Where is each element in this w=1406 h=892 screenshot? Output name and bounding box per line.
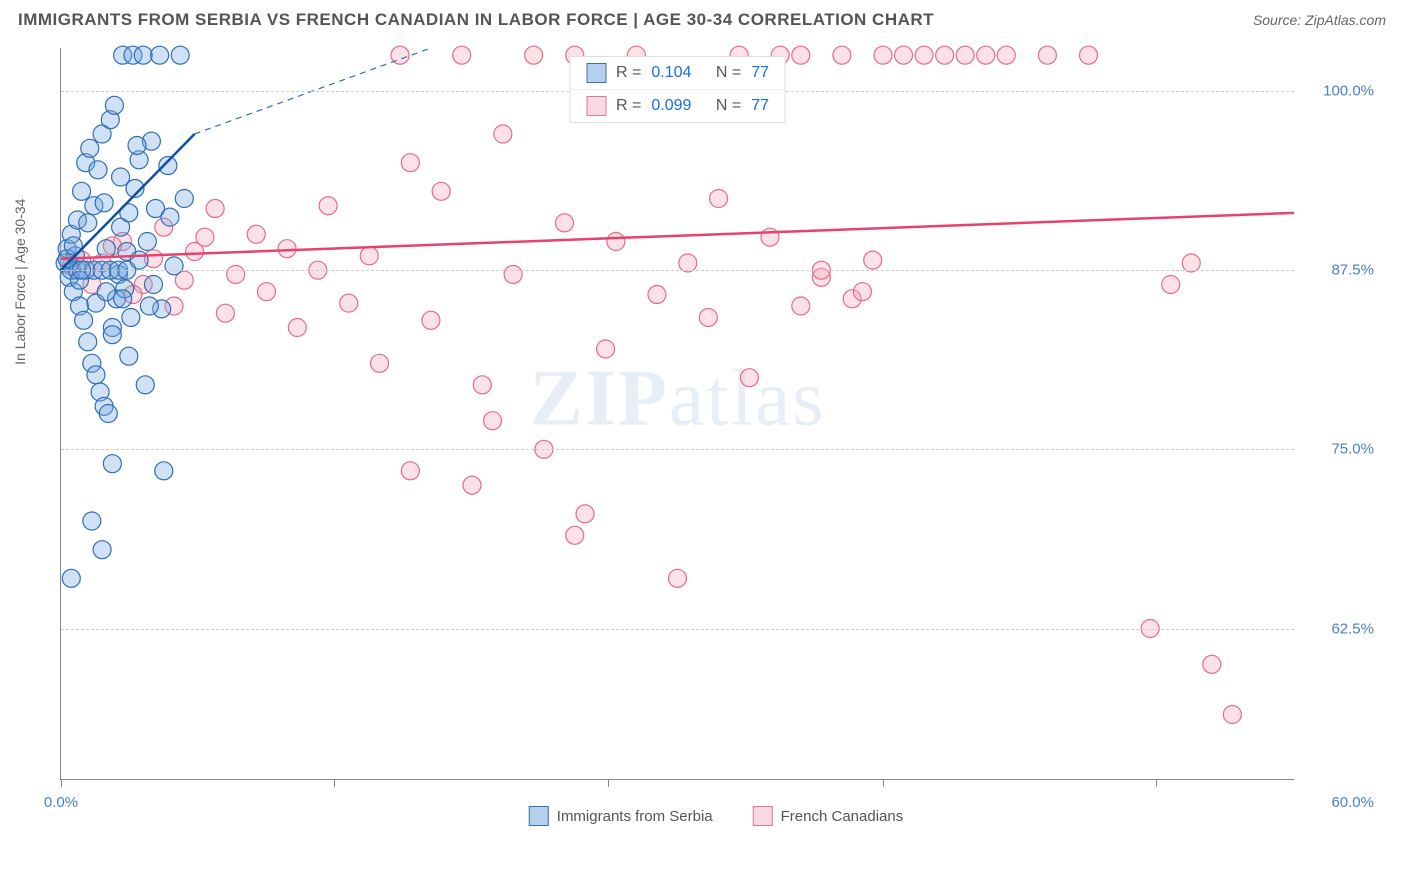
y-axis-label: In Labor Force | Age 30-34 [12, 199, 28, 365]
gridline [61, 270, 1294, 271]
gridline [61, 449, 1294, 450]
swatch-pink-icon [753, 806, 773, 826]
chart-container: In Labor Force | Age 30-34 ZIPatlas R = … [48, 40, 1384, 840]
x-tick [1156, 779, 1157, 787]
swatch-blue-icon [586, 63, 606, 83]
legend-series: Immigrants from Serbia French Canadians [529, 806, 903, 826]
swatch-blue-icon [529, 806, 549, 826]
legend-item-blue: Immigrants from Serbia [529, 806, 713, 826]
x-tick [61, 779, 62, 787]
gridline [61, 629, 1294, 630]
legend-row-blue: R = 0.104 N = 77 [570, 57, 785, 90]
scatter-svg [61, 48, 1294, 779]
swatch-pink-icon [586, 96, 606, 116]
y-tick-label: 62.5% [1304, 620, 1374, 637]
x-tick [608, 779, 609, 787]
legend-correlation: R = 0.104 N = 77 R = 0.099 N = 77 [569, 56, 786, 123]
legend-item-pink: French Canadians [753, 806, 904, 826]
y-tick-label: 75.0% [1304, 441, 1374, 458]
legend-row-pink: R = 0.099 N = 77 [570, 90, 785, 122]
x-tick [334, 779, 335, 787]
x-tick-label: 0.0% [44, 794, 78, 811]
y-tick-label: 100.0% [1304, 83, 1374, 100]
chart-title: IMMIGRANTS FROM SERBIA VS FRENCH CANADIA… [18, 10, 934, 30]
y-tick-label: 87.5% [1304, 262, 1374, 279]
x-tick-label: 60.0% [1331, 794, 1374, 811]
source-label: Source: ZipAtlas.com [1253, 12, 1386, 28]
plot-area: ZIPatlas R = 0.104 N = 77 R = 0.099 N = … [60, 48, 1294, 780]
x-tick [883, 779, 884, 787]
